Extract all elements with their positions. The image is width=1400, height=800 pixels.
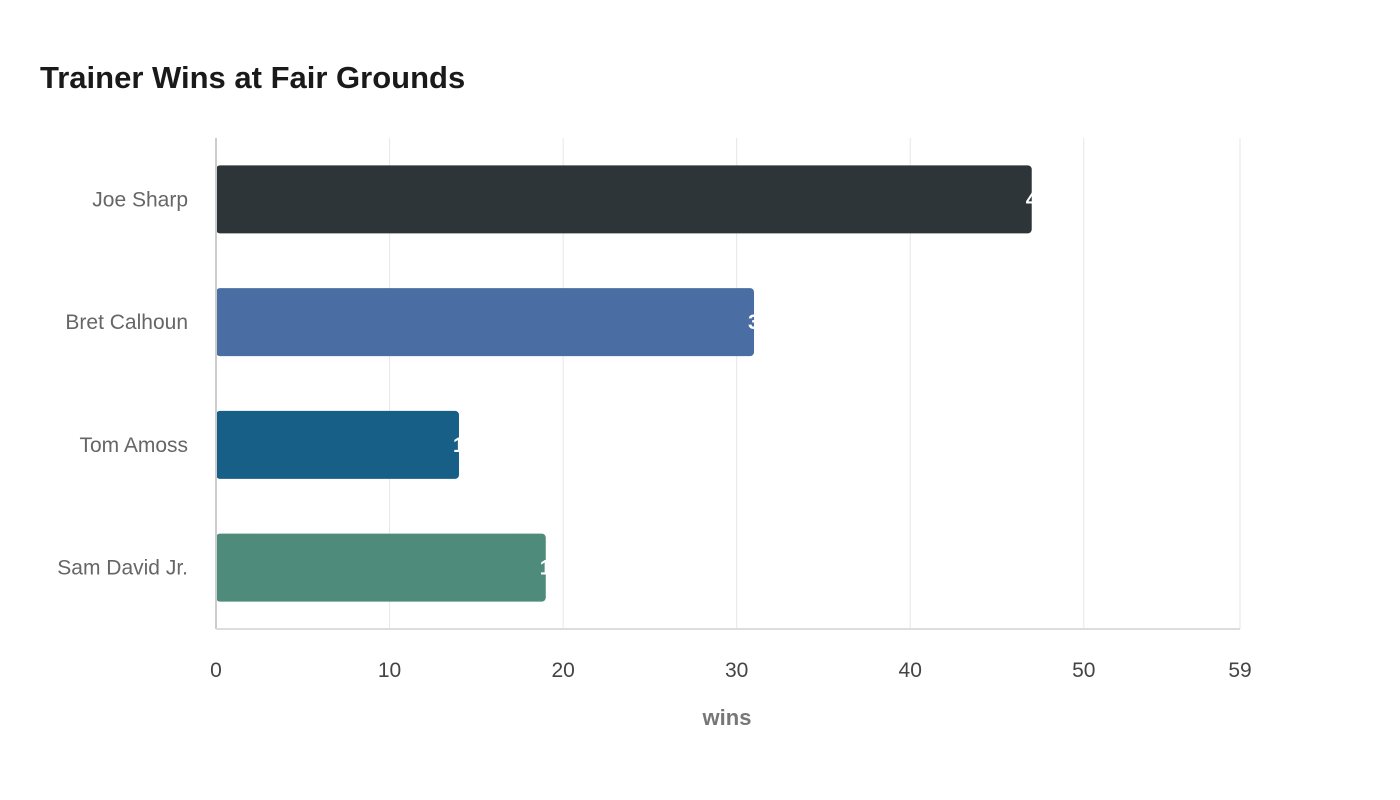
bar <box>216 165 1032 234</box>
bar <box>216 288 755 357</box>
x-axis-title: wins <box>702 705 752 730</box>
data-label: 47 <box>1026 188 1049 211</box>
x-tick-label: 10 <box>378 659 401 682</box>
bars <box>216 165 1032 602</box>
category-label: Sam David Jr. <box>57 557 188 580</box>
labels: 0 10 20 30 40 50 59 Joe Sharp 47 Bret Calhoun 31 To… <box>57 188 1251 682</box>
x-tick-label: 0 <box>210 659 222 682</box>
x-tick-label: 20 <box>551 659 574 682</box>
x-tick-label: 59 <box>1228 659 1251 682</box>
x-tick-label: 50 <box>1072 659 1095 682</box>
data-label: 14 <box>453 434 477 457</box>
bar <box>216 533 546 602</box>
x-tick-label: 30 <box>725 659 748 682</box>
data-label: 31 <box>748 311 772 334</box>
bar <box>216 410 459 479</box>
x-tick-label: 40 <box>899 659 922 682</box>
category-label: Bret Calhoun <box>65 311 188 334</box>
category-label: Joe Sharp <box>92 188 188 211</box>
axes <box>215 138 1240 630</box>
data-label: 19 <box>540 557 563 580</box>
chart-title: Trainer Wins at Fair Grounds <box>40 60 466 95</box>
category-label: Tom Amoss <box>79 434 188 457</box>
